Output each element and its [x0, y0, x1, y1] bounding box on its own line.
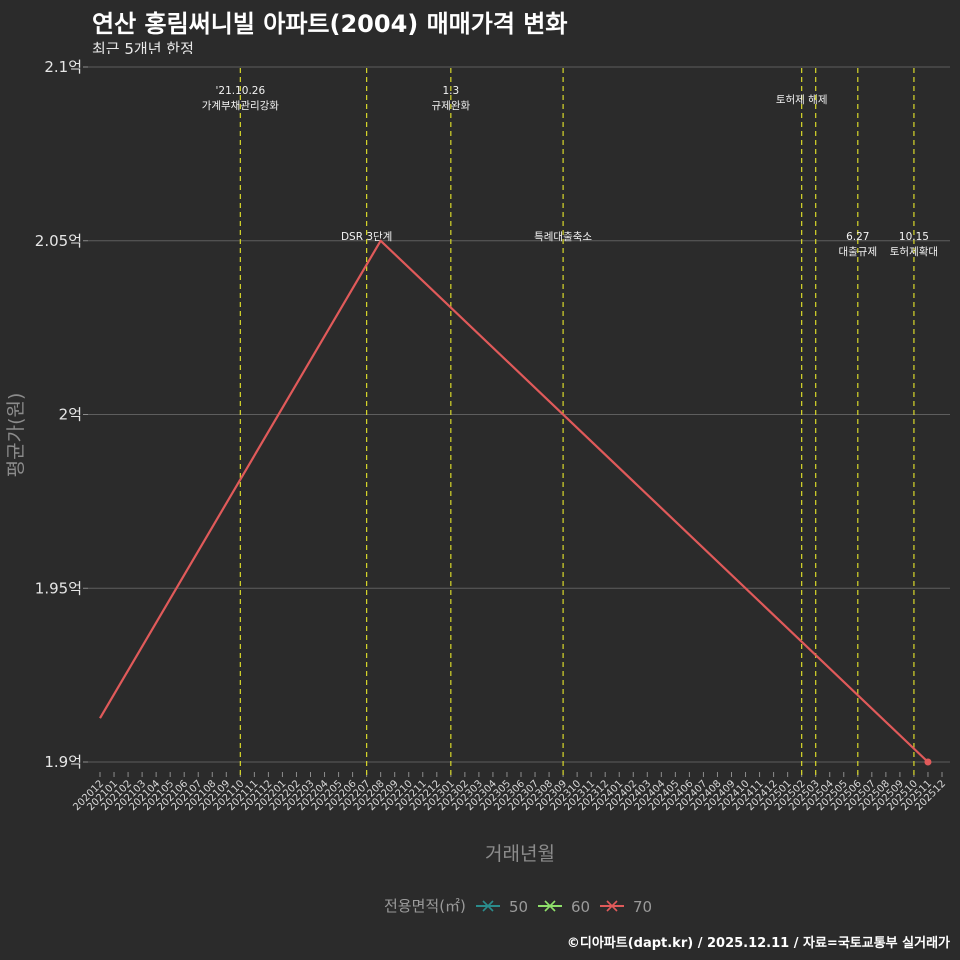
event-label: 대출규제 [838, 246, 877, 258]
legend-title: 전용면적(㎡) [384, 897, 466, 915]
event-label: '21.10.26 [216, 85, 266, 97]
event-label: 가계부채관리강화 [202, 100, 280, 112]
series-point-70 [924, 758, 932, 766]
chart-title: 연산 홍림써니빌 아파트(2004) 매매가격 변화 [92, 10, 568, 38]
x-axis-title: 거래년월 [485, 843, 555, 865]
y-axis-title: 평균가(원) [5, 393, 27, 478]
legend-label: 60 [571, 898, 590, 916]
event-label: 토허제 해제 [776, 93, 828, 106]
chart-caption: ©디아파트(dapt.kr) / 2025.12.11 / 자료=국토교통부 실… [566, 936, 950, 951]
legend-key-cross [606, 900, 618, 912]
event-label: DSR 3단계 [341, 231, 392, 243]
series-line-70 [99, 239, 929, 763]
x-axis: 2020122021012021022021032021042021052021… [71, 772, 948, 813]
chart-subtitle: 최근 5개년 한정 [92, 40, 194, 58]
legend-item-50: 50 [476, 898, 528, 916]
y-axis: 1.9억 1.95억 2억 2.05억 2.1억 [35, 58, 88, 771]
legend-key-cross [544, 900, 556, 912]
event-label: 6.27 [846, 231, 869, 243]
legend-item-70: 70 [600, 898, 652, 916]
event-label: 규제완화 [432, 99, 471, 112]
y-tick-label: 1.9억 [44, 753, 82, 771]
legend-label: 50 [509, 898, 528, 916]
legend: 전용면적(㎡) 50 60 70 [384, 897, 652, 916]
event-label: 1.3 [442, 85, 459, 97]
gridlines [88, 66, 950, 763]
legend-label: 70 [633, 898, 652, 916]
series-layer [99, 239, 932, 766]
event-label: 토허제확대 [890, 245, 938, 258]
legend-item-60: 60 [538, 898, 590, 916]
y-tick-label: 2.1억 [44, 58, 82, 76]
y-tick-label: 1.95억 [35, 579, 82, 597]
event-label: 특례대출축소 [534, 231, 592, 243]
event-label: 10.15 [899, 231, 929, 243]
y-tick-label: 2억 [59, 406, 82, 424]
y-tick-label: 2.05억 [35, 232, 82, 250]
legend-key-cross [482, 900, 494, 912]
